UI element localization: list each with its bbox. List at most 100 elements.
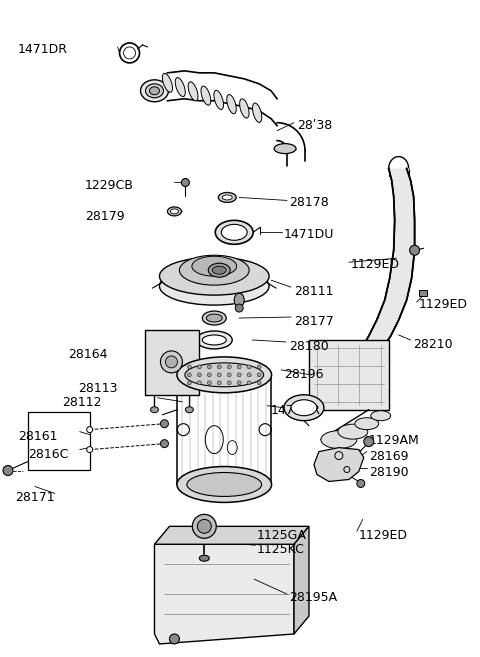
Circle shape: [197, 381, 201, 385]
Ellipse shape: [177, 357, 272, 393]
Circle shape: [197, 373, 201, 377]
Ellipse shape: [222, 195, 232, 200]
Ellipse shape: [185, 407, 193, 413]
Ellipse shape: [151, 407, 158, 413]
Text: 28179: 28179: [84, 210, 124, 223]
Circle shape: [87, 426, 93, 433]
Bar: [144, 330, 199, 395]
Circle shape: [87, 447, 93, 453]
Ellipse shape: [168, 207, 181, 216]
Text: 1125GA: 1125GA: [257, 530, 307, 542]
Bar: [28, 412, 90, 470]
Polygon shape: [351, 169, 415, 365]
Text: 1471DU: 1471DU: [284, 229, 335, 241]
Polygon shape: [155, 544, 294, 644]
Circle shape: [3, 466, 13, 476]
Text: 28ʹ38: 28ʹ38: [297, 119, 332, 131]
Text: 28161: 28161: [18, 430, 58, 443]
Circle shape: [235, 304, 243, 312]
Circle shape: [237, 373, 241, 377]
Ellipse shape: [206, 314, 222, 322]
Circle shape: [237, 381, 241, 385]
Circle shape: [187, 381, 192, 385]
Text: 28112: 28112: [62, 396, 101, 409]
Ellipse shape: [166, 356, 178, 368]
Ellipse shape: [203, 335, 226, 345]
Ellipse shape: [180, 256, 249, 285]
Ellipse shape: [185, 363, 264, 387]
Ellipse shape: [141, 80, 168, 102]
Ellipse shape: [188, 82, 198, 101]
Circle shape: [227, 365, 231, 369]
Text: 28210: 28210: [414, 338, 453, 351]
Circle shape: [217, 373, 221, 377]
Ellipse shape: [240, 99, 249, 118]
Ellipse shape: [149, 87, 159, 95]
Circle shape: [247, 365, 251, 369]
Ellipse shape: [162, 74, 172, 92]
Ellipse shape: [187, 472, 262, 497]
Ellipse shape: [338, 424, 368, 439]
Bar: [419, 290, 427, 296]
Text: 1129ED: 1129ED: [419, 298, 468, 311]
Ellipse shape: [216, 220, 253, 244]
Circle shape: [257, 381, 261, 385]
Circle shape: [207, 381, 211, 385]
Ellipse shape: [159, 258, 269, 295]
Ellipse shape: [252, 103, 262, 122]
Text: 1125KC: 1125KC: [257, 543, 305, 556]
Ellipse shape: [192, 256, 237, 276]
Text: 28111: 28111: [294, 285, 334, 298]
Ellipse shape: [284, 395, 324, 420]
Bar: [309, 340, 389, 410]
Ellipse shape: [160, 351, 182, 373]
Circle shape: [237, 365, 241, 369]
Circle shape: [257, 373, 261, 377]
Text: 28171: 28171: [15, 491, 55, 505]
Circle shape: [207, 373, 211, 377]
Ellipse shape: [274, 144, 296, 154]
Ellipse shape: [212, 266, 226, 274]
Circle shape: [227, 373, 231, 377]
Ellipse shape: [203, 311, 226, 325]
Text: 1471DR: 1471DR: [18, 43, 68, 56]
Text: 1129ED: 1129ED: [359, 530, 408, 542]
Ellipse shape: [201, 86, 211, 105]
Circle shape: [257, 365, 261, 369]
Ellipse shape: [221, 224, 247, 240]
Text: 1229CB: 1229CB: [84, 179, 133, 191]
Ellipse shape: [199, 555, 209, 561]
Ellipse shape: [291, 399, 317, 416]
Ellipse shape: [214, 90, 224, 110]
Ellipse shape: [145, 84, 164, 98]
Ellipse shape: [196, 331, 232, 349]
Polygon shape: [294, 526, 309, 634]
Ellipse shape: [218, 193, 236, 202]
Circle shape: [247, 373, 251, 377]
Polygon shape: [314, 447, 364, 482]
Circle shape: [181, 179, 190, 187]
Ellipse shape: [371, 411, 391, 420]
Circle shape: [197, 520, 211, 533]
Ellipse shape: [175, 78, 185, 97]
Text: 28169: 28169: [369, 449, 408, 463]
Polygon shape: [155, 526, 309, 544]
Text: 28180: 28180: [289, 340, 329, 353]
Circle shape: [217, 381, 221, 385]
Circle shape: [187, 365, 192, 369]
Circle shape: [169, 634, 180, 644]
Text: 2816C: 2816C: [28, 447, 68, 461]
Ellipse shape: [159, 267, 269, 305]
Circle shape: [247, 381, 251, 385]
Circle shape: [160, 420, 168, 428]
Circle shape: [217, 365, 221, 369]
Ellipse shape: [321, 430, 357, 449]
Circle shape: [409, 245, 420, 256]
Circle shape: [207, 365, 211, 369]
Text: 1471DR: 1471DR: [271, 404, 321, 417]
Circle shape: [364, 437, 374, 447]
Text: 28177: 28177: [294, 315, 334, 328]
Circle shape: [227, 381, 231, 385]
Text: 28196: 28196: [284, 368, 324, 381]
Circle shape: [197, 365, 201, 369]
